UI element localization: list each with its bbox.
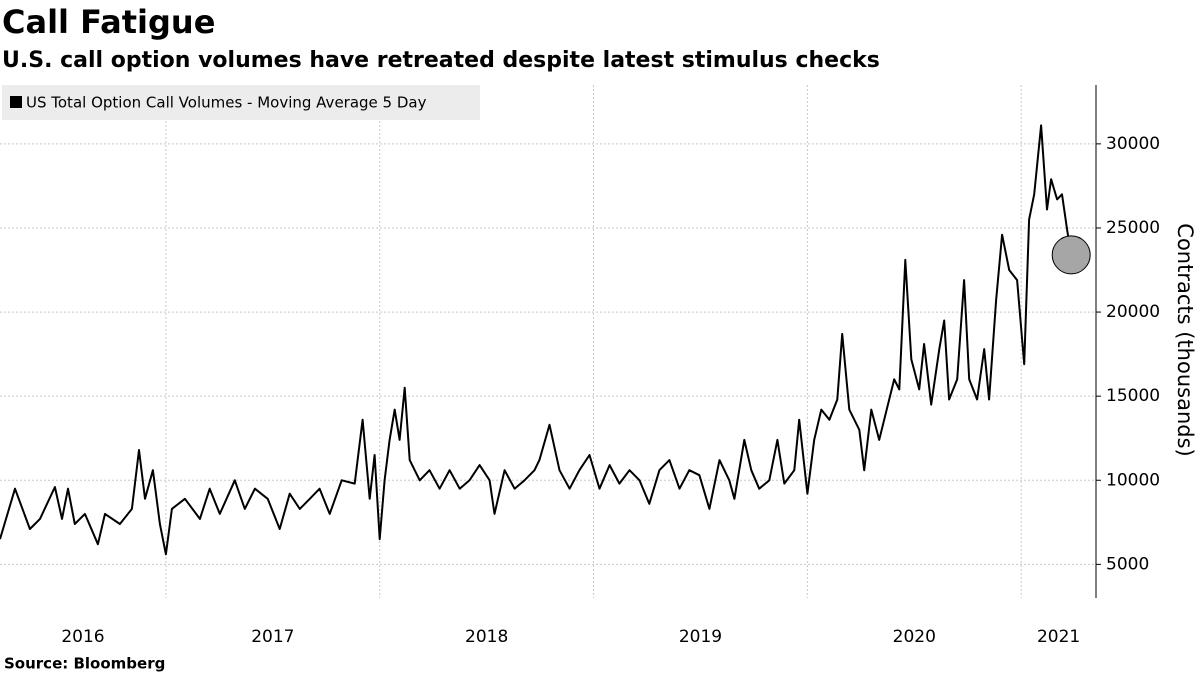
x-tick-label: 2020 [893,627,936,647]
x-tick-label: 2017 [251,627,294,647]
chart-title: Call Fatigue [2,3,215,41]
x-tick-label: 2021 [1037,627,1080,647]
y-tick-label: 20000 [1106,302,1160,322]
chart-subtitle: U.S. call option volumes have retreated … [2,48,880,73]
data-line [0,124,1073,556]
x-tick-label: 2016 [61,627,104,647]
y-tick-label: 10000 [1106,470,1160,490]
x-tick-label: 2018 [465,627,508,647]
x-tick-label: 2019 [679,627,722,647]
y-axis-title: Contracts (thousands) [1173,223,1197,456]
legend-swatch [10,96,22,108]
legend-box [2,85,480,120]
y-tick-label: 25000 [1106,218,1160,238]
y-tick-label: 30000 [1106,134,1160,154]
source: Source: Bloomberg [4,655,165,673]
end-marker [1051,235,1091,275]
legend-label: US Total Option Call Volumes - Moving Av… [26,94,427,112]
y-tick-label: 15000 [1106,386,1160,406]
y-tick-label: 5000 [1106,554,1149,574]
